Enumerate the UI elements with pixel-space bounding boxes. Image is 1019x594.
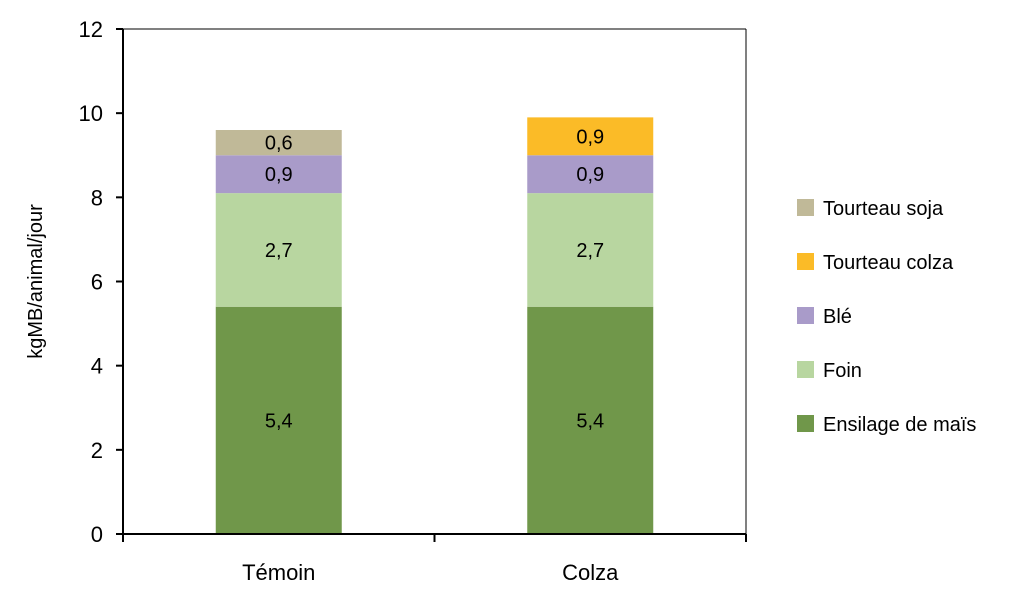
- y-tick-label: 10: [79, 101, 103, 126]
- axes-layer: 0 2 4 6 8 10 12 Témoin Colza kgMB/animal/jour: [25, 17, 747, 585]
- bars-layer: 5,4 2,7 0,9 0,6 5,4 2,7 0,9 0,9: [215, 117, 654, 534]
- data-label: 0,9: [265, 164, 293, 186]
- data-label: 2,7: [576, 240, 604, 262]
- bar-segment: [527, 306, 654, 534]
- legend-swatch: [797, 361, 814, 378]
- legend-label: Blé: [823, 306, 852, 328]
- x-tick-label: Colza: [562, 560, 619, 585]
- x-tick-label: Témoin: [242, 560, 315, 585]
- legend-label: Ensilage de maïs: [823, 414, 976, 436]
- legend-label: Foin: [823, 360, 862, 382]
- y-axis-title: kgMB/animal/jour: [25, 204, 47, 359]
- legend: Tourteau soja Tourteau colza Blé Foin Ensila…: [797, 198, 976, 436]
- bar-segment: [215, 155, 342, 194]
- y-tick-label: 2: [91, 438, 103, 463]
- data-label: 0,6: [265, 133, 293, 155]
- bar-segment: [215, 130, 342, 156]
- bar-segment: [215, 306, 342, 534]
- data-label: 0,9: [576, 126, 604, 148]
- legend-label: Tourteau soja: [823, 198, 944, 220]
- data-label: 2,7: [265, 240, 293, 262]
- bar-segment: [527, 155, 654, 194]
- y-tick-label: 8: [91, 185, 103, 210]
- y-tick-label: 4: [91, 354, 103, 379]
- data-label: 5,4: [265, 410, 293, 432]
- legend-swatch: [797, 253, 814, 270]
- legend-swatch: [797, 199, 814, 216]
- y-tick-label: 12: [79, 17, 103, 42]
- legend-label: Tourteau colza: [823, 252, 954, 274]
- y-tick-label: 6: [91, 270, 103, 295]
- legend-swatch: [797, 415, 814, 432]
- bar-segment: [527, 193, 654, 307]
- legend-swatch: [797, 307, 814, 324]
- data-label: 0,9: [576, 164, 604, 186]
- bar-segment: [215, 193, 342, 307]
- data-label: 5,4: [576, 410, 604, 432]
- bar-segment: [527, 117, 654, 156]
- y-tick-label: 0: [91, 522, 103, 547]
